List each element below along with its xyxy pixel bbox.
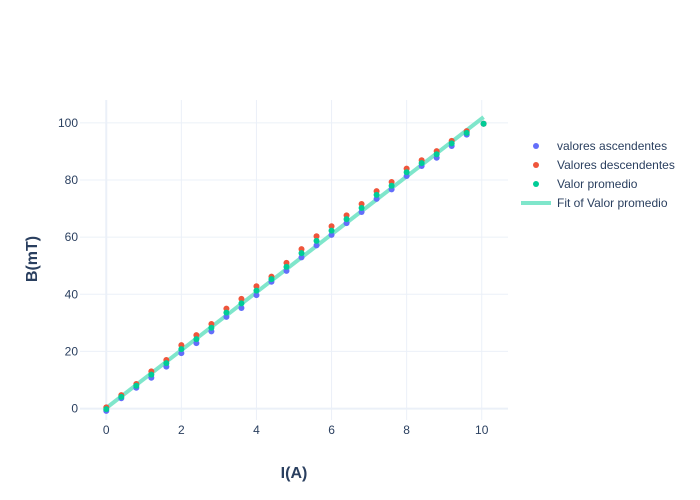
y-tick-label: 0	[71, 402, 78, 416]
legend-label: Fit of Valor promedio	[557, 196, 668, 210]
legend-item[interactable]: Fit of Valor promedio	[521, 196, 668, 210]
data-point	[223, 313, 230, 320]
data-point	[480, 120, 487, 127]
legend[interactable]: valores ascendentes Valores descendentes V…	[521, 139, 675, 210]
data-point	[418, 160, 425, 167]
data-point	[283, 263, 290, 270]
x-tick-labels: 0 2 4 6 8 10	[103, 423, 489, 437]
y-tick-label: 80	[65, 173, 79, 187]
data-point	[163, 360, 170, 367]
data-point	[328, 223, 335, 230]
data-point	[133, 382, 140, 389]
data-point	[343, 216, 350, 223]
legend-item[interactable]: Valor promedio	[533, 177, 638, 191]
data-point	[448, 140, 455, 147]
fit-line-layer	[105, 115, 485, 410]
legend-swatch	[533, 162, 539, 168]
data-point	[253, 292, 260, 299]
series-0-points	[103, 120, 487, 414]
data-point	[238, 305, 245, 311]
y-axis-title: B(mT)	[24, 236, 41, 282]
y-tick-label: 40	[65, 287, 79, 301]
data-point	[373, 191, 380, 198]
data-point	[253, 287, 260, 294]
data-point	[313, 242, 320, 249]
x-tick-label: 4	[253, 423, 260, 437]
x-tick-label: 8	[403, 423, 410, 437]
legend-label: Valores descendentes	[557, 158, 675, 172]
data-point	[268, 276, 275, 283]
x-tick-label: 10	[475, 423, 489, 437]
series-2-points	[103, 120, 487, 413]
legend-swatch	[533, 143, 539, 149]
data-point	[103, 406, 110, 413]
data-point	[208, 324, 215, 331]
data-point	[388, 182, 395, 189]
y-tick-labels: 0 20 40 60 80 100	[58, 116, 78, 416]
legend-swatch	[533, 181, 539, 187]
data-point	[118, 393, 125, 400]
data-point	[148, 371, 155, 378]
legend-label: valores ascendentes	[557, 139, 667, 153]
data-point	[298, 254, 305, 261]
y-tick-label: 100	[58, 116, 78, 130]
data-point	[223, 309, 230, 316]
x-tick-label: 0	[103, 423, 110, 437]
y-tick-label: 20	[65, 344, 79, 358]
data-point	[298, 250, 305, 257]
data-point	[463, 129, 470, 136]
x-tick-label: 6	[328, 423, 335, 437]
data-point	[328, 227, 335, 234]
data-point	[433, 151, 440, 158]
data-point	[403, 169, 410, 176]
data-point	[253, 283, 260, 290]
legend-label: Valor promedio	[557, 177, 638, 191]
x-tick-label: 2	[178, 423, 185, 437]
fit-line	[105, 115, 485, 410]
zero-lines	[80, 100, 508, 420]
data-point	[193, 336, 200, 343]
grid-lines	[80, 100, 508, 420]
data-point	[313, 237, 320, 244]
data-point	[358, 205, 365, 211]
data-point	[313, 233, 320, 240]
x-axis-title: I(A)	[281, 465, 308, 482]
y-tick-label: 60	[65, 230, 79, 244]
legend-item[interactable]: valores ascendentes	[533, 139, 667, 153]
data-point	[238, 300, 245, 307]
data-point	[238, 295, 245, 302]
data-point	[328, 231, 335, 238]
data-points	[103, 120, 487, 414]
legend-item[interactable]: Valores descendentes	[533, 158, 675, 172]
data-point	[178, 346, 185, 353]
